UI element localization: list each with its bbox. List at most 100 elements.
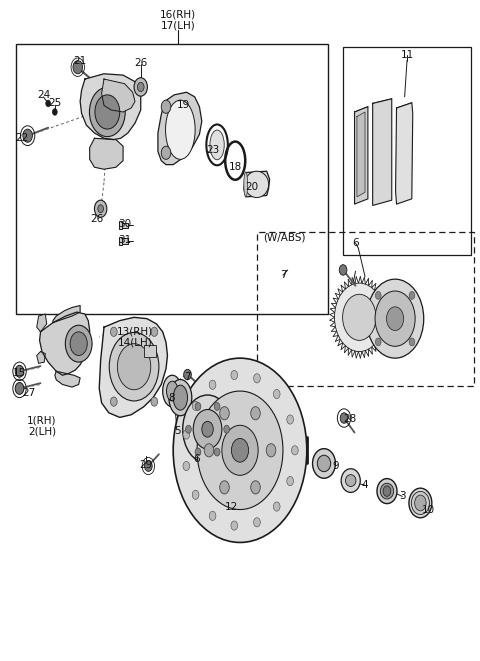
Circle shape	[15, 366, 24, 377]
Circle shape	[52, 108, 57, 115]
Bar	[257, 232, 474, 387]
Circle shape	[117, 344, 151, 390]
Text: 19: 19	[177, 100, 190, 110]
Bar	[343, 48, 471, 254]
Text: 6: 6	[352, 238, 359, 248]
Circle shape	[195, 403, 201, 410]
Ellipse shape	[244, 173, 248, 196]
Polygon shape	[158, 93, 202, 165]
Text: 20: 20	[245, 182, 259, 192]
Polygon shape	[36, 314, 47, 332]
Ellipse shape	[95, 95, 120, 129]
Circle shape	[204, 444, 214, 457]
Text: 6: 6	[194, 454, 200, 464]
Polygon shape	[102, 79, 135, 112]
Circle shape	[335, 283, 384, 352]
Ellipse shape	[167, 381, 178, 401]
Text: 25: 25	[48, 98, 61, 108]
Circle shape	[375, 338, 381, 346]
Circle shape	[274, 502, 280, 511]
Circle shape	[23, 129, 33, 142]
Text: 26: 26	[134, 58, 147, 68]
Circle shape	[183, 461, 190, 471]
Ellipse shape	[346, 475, 356, 486]
Circle shape	[266, 444, 276, 457]
Text: 12: 12	[225, 502, 238, 512]
Circle shape	[291, 446, 298, 455]
Circle shape	[415, 495, 426, 511]
Bar	[16, 44, 328, 314]
Text: 23: 23	[206, 145, 219, 155]
Ellipse shape	[409, 488, 432, 518]
Circle shape	[98, 205, 104, 213]
Circle shape	[220, 407, 229, 420]
Text: 30: 30	[118, 219, 131, 229]
Text: 26: 26	[90, 214, 104, 224]
Circle shape	[173, 358, 307, 543]
Polygon shape	[99, 317, 168, 417]
Circle shape	[73, 61, 83, 74]
Circle shape	[195, 448, 201, 456]
Text: 4: 4	[362, 480, 368, 490]
Circle shape	[15, 383, 24, 395]
Bar	[121, 223, 128, 228]
Circle shape	[70, 332, 87, 356]
Ellipse shape	[89, 87, 125, 137]
Circle shape	[220, 481, 229, 494]
Text: 3: 3	[399, 491, 406, 502]
Circle shape	[192, 490, 199, 500]
Polygon shape	[396, 102, 413, 204]
Text: 9: 9	[332, 461, 339, 471]
Text: 7: 7	[184, 371, 191, 381]
Circle shape	[65, 325, 92, 362]
Polygon shape	[90, 138, 123, 169]
Circle shape	[253, 373, 260, 383]
Ellipse shape	[341, 469, 360, 492]
Circle shape	[386, 307, 404, 330]
Ellipse shape	[173, 385, 188, 410]
Text: 16(RH)
17(LH): 16(RH) 17(LH)	[160, 9, 196, 30]
Circle shape	[214, 448, 220, 456]
Circle shape	[409, 292, 415, 299]
Circle shape	[343, 294, 376, 340]
Polygon shape	[80, 74, 141, 139]
Circle shape	[144, 461, 152, 471]
Ellipse shape	[317, 455, 331, 472]
Text: (W/ABS): (W/ABS)	[264, 233, 306, 243]
Circle shape	[409, 338, 415, 346]
Circle shape	[202, 421, 213, 437]
Polygon shape	[357, 112, 365, 197]
Polygon shape	[372, 98, 392, 206]
Circle shape	[340, 412, 348, 423]
Polygon shape	[39, 312, 90, 375]
Circle shape	[375, 292, 381, 299]
Circle shape	[161, 100, 171, 113]
Text: 10: 10	[422, 504, 435, 514]
Text: 31: 31	[118, 235, 131, 245]
Circle shape	[161, 146, 171, 159]
Text: 1(RH)
2(LH): 1(RH) 2(LH)	[27, 415, 57, 437]
Bar	[119, 221, 121, 229]
Circle shape	[186, 425, 192, 433]
Bar	[119, 237, 121, 245]
Text: 5: 5	[174, 426, 180, 436]
Text: 7: 7	[280, 270, 286, 280]
Text: 22: 22	[15, 133, 28, 143]
Circle shape	[183, 430, 190, 439]
Ellipse shape	[245, 171, 269, 198]
Text: 29: 29	[139, 460, 153, 470]
Circle shape	[197, 391, 283, 510]
Circle shape	[151, 397, 157, 407]
Text: 24: 24	[37, 90, 50, 100]
Ellipse shape	[166, 100, 195, 159]
Text: 13(RH)
14(LH): 13(RH) 14(LH)	[117, 327, 153, 348]
Ellipse shape	[312, 449, 336, 479]
Ellipse shape	[380, 483, 394, 499]
Ellipse shape	[169, 379, 192, 416]
Circle shape	[383, 486, 391, 496]
Circle shape	[184, 369, 192, 380]
Ellipse shape	[210, 130, 224, 160]
Polygon shape	[355, 106, 368, 204]
Circle shape	[192, 401, 199, 410]
Circle shape	[251, 407, 260, 420]
